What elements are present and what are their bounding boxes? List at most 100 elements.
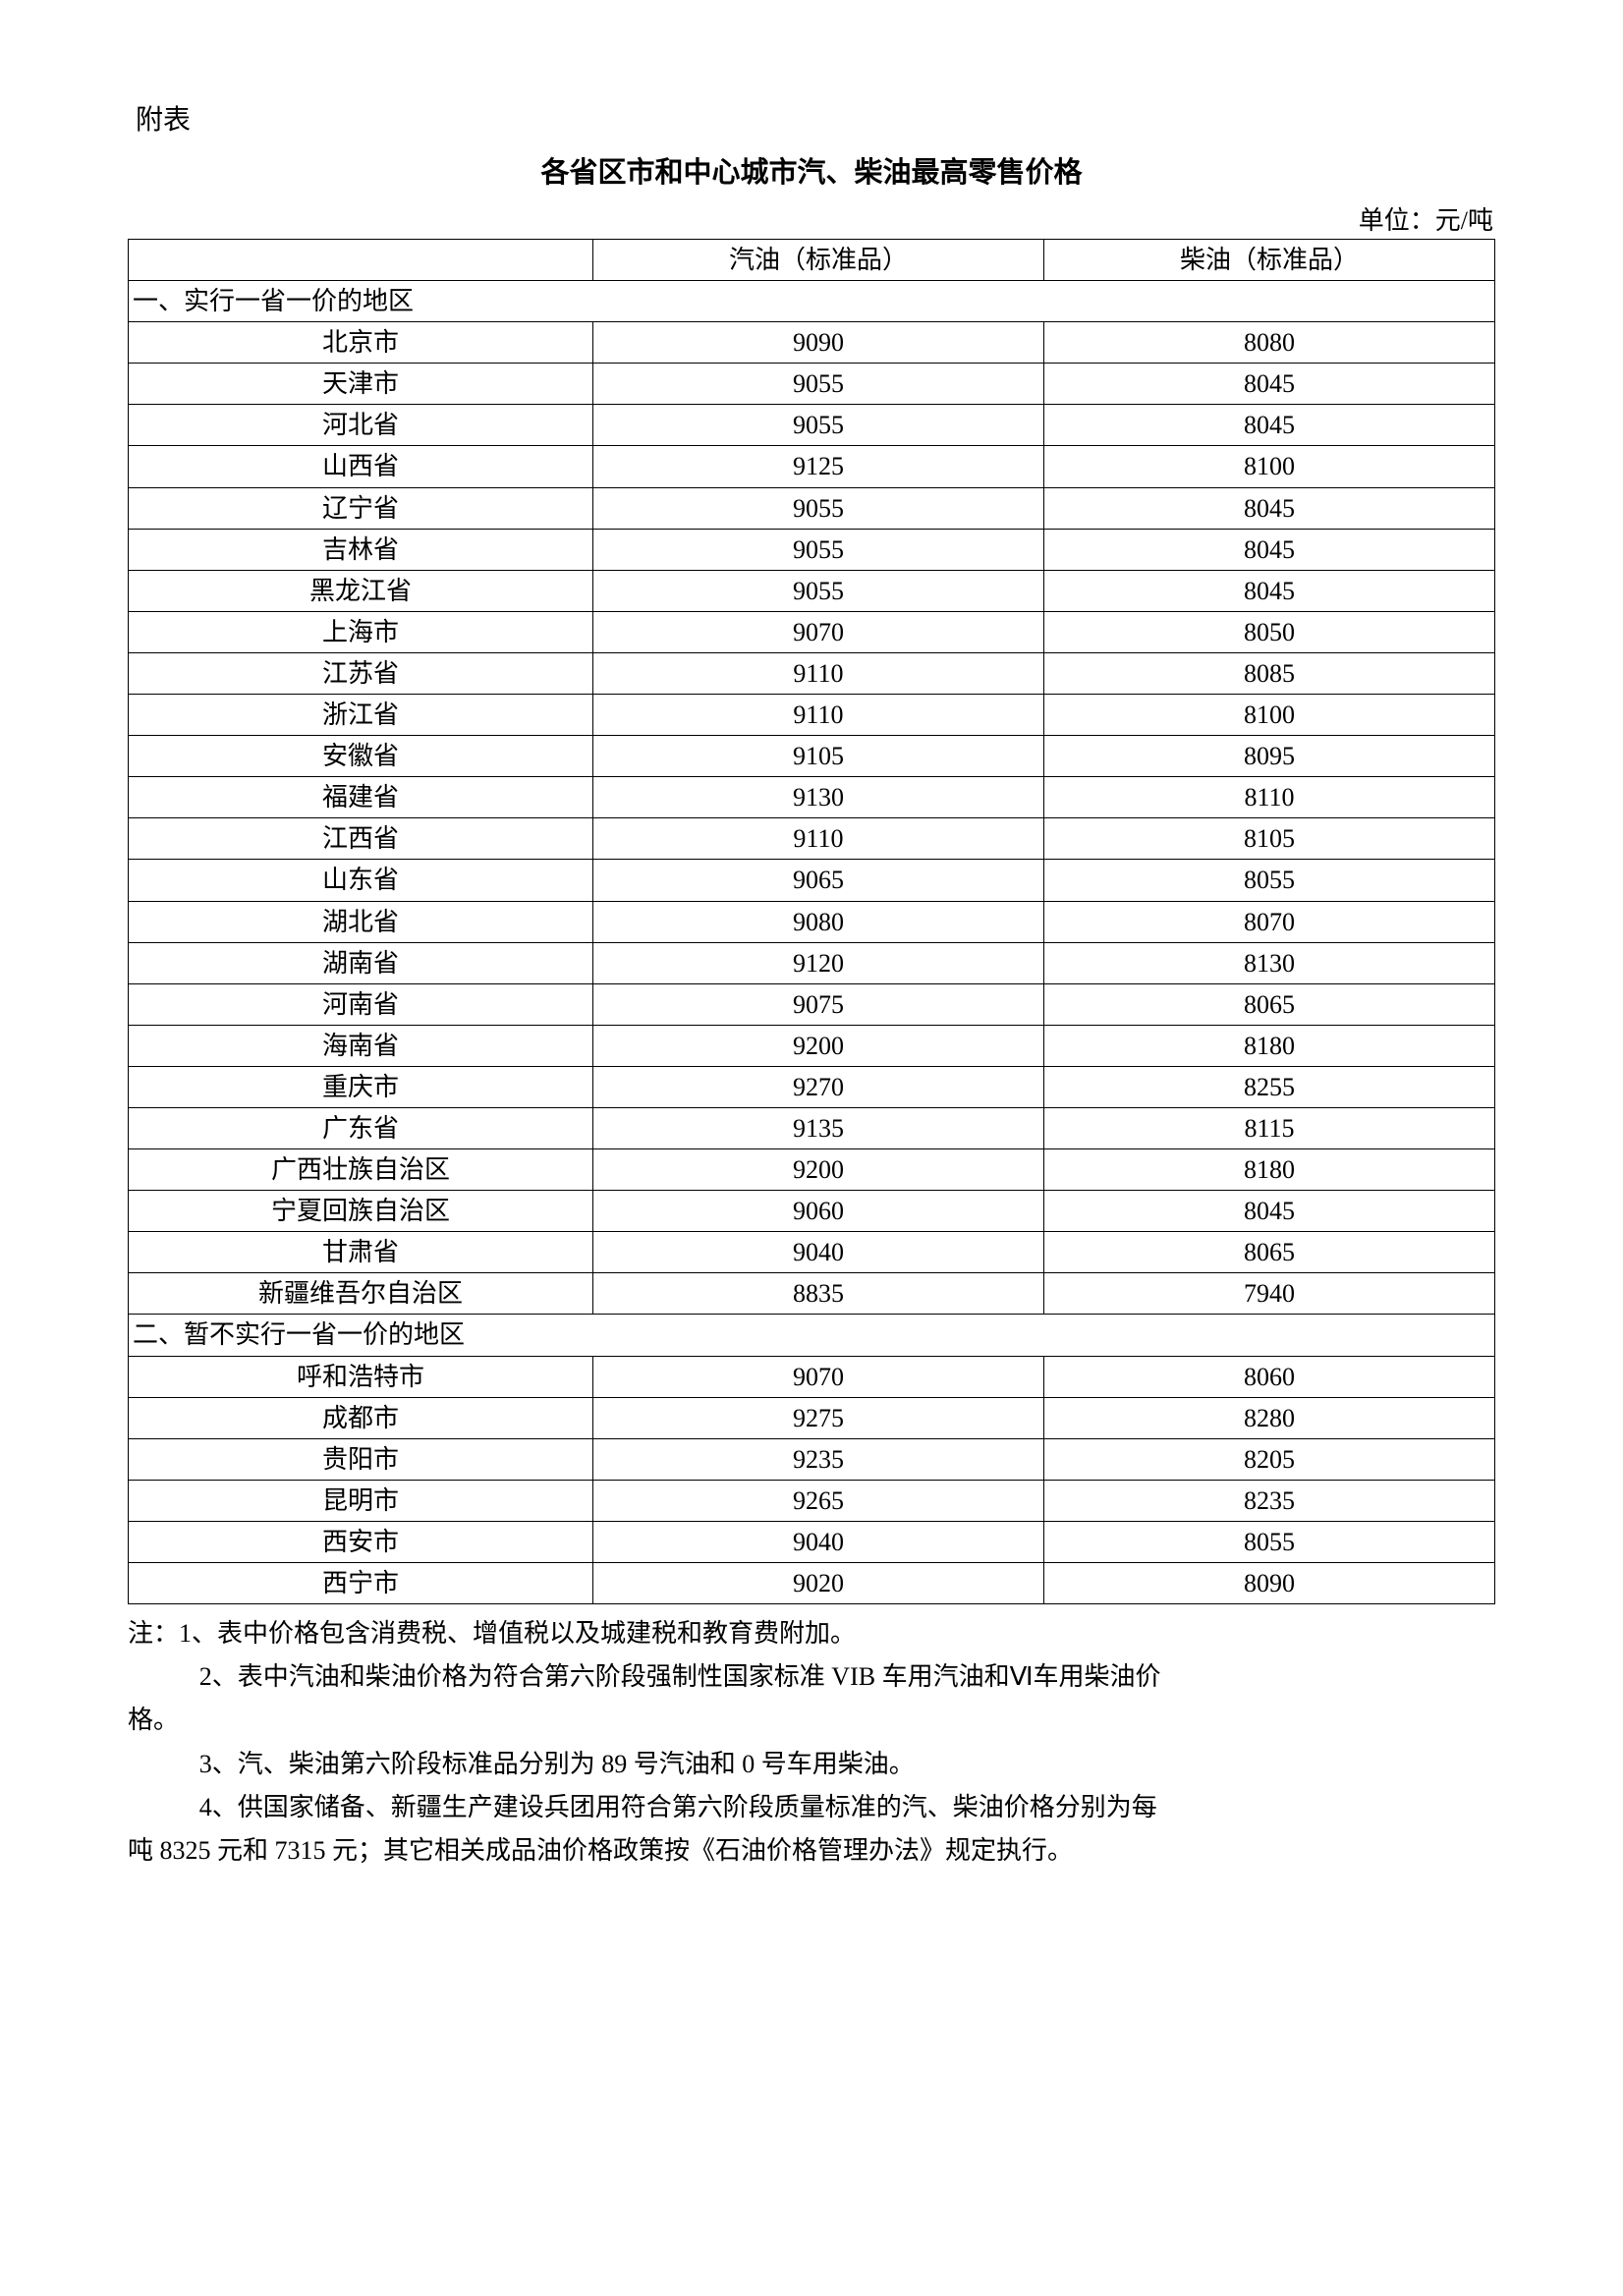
region-cell: 上海市 — [129, 611, 593, 652]
region-cell: 昆明市 — [129, 1480, 593, 1521]
header-diesel: 柴油（标准品） — [1043, 240, 1494, 281]
region-cell: 西安市 — [129, 1521, 593, 1562]
footnotes: 注：1、表中价格包含消费税、增值税以及城建税和教育费附加。 2、表中汽油和柴油价… — [128, 1612, 1495, 1873]
table-row: 西宁市90208090 — [129, 1563, 1495, 1604]
diesel-cell: 8205 — [1043, 1438, 1494, 1480]
table-row: 河北省90558045 — [129, 405, 1495, 446]
region-cell: 甘肃省 — [129, 1232, 593, 1273]
region-cell: 福建省 — [129, 777, 593, 818]
table-row: 湖南省91208130 — [129, 942, 1495, 983]
section2-heading-row: 二、暂不实行一省一价的地区 — [129, 1315, 1495, 1356]
region-cell: 天津市 — [129, 364, 593, 405]
diesel-cell: 8045 — [1043, 570, 1494, 611]
diesel-cell: 8045 — [1043, 487, 1494, 529]
table-row: 吉林省90558045 — [129, 529, 1495, 570]
note-2a: 2、表中汽油和柴油价格为符合第六阶段强制性国家标准 VIB 车用汽油和Ⅵ车用柴油… — [128, 1655, 1495, 1699]
region-cell: 西宁市 — [129, 1563, 593, 1604]
gasoline-cell: 9040 — [592, 1521, 1043, 1562]
section1-heading-row: 一、实行一省一价的地区 — [129, 281, 1495, 322]
gasoline-cell: 9125 — [592, 446, 1043, 487]
region-cell: 江苏省 — [129, 652, 593, 694]
table-row: 昆明市92658235 — [129, 1480, 1495, 1521]
gasoline-cell: 9075 — [592, 983, 1043, 1025]
gasoline-cell: 9110 — [592, 652, 1043, 694]
region-cell: 河南省 — [129, 983, 593, 1025]
note-4a: 4、供国家储备、新疆生产建设兵团用符合第六阶段质量标准的汽、柴油价格分别为每 — [128, 1786, 1495, 1829]
header-region — [129, 240, 593, 281]
region-cell: 湖北省 — [129, 901, 593, 942]
gasoline-cell: 9055 — [592, 487, 1043, 529]
note-2b: 格。 — [128, 1699, 1495, 1742]
table-header-row: 汽油（标准品） 柴油（标准品） — [129, 240, 1495, 281]
diesel-cell: 8180 — [1043, 1149, 1494, 1191]
diesel-cell: 8095 — [1043, 736, 1494, 777]
region-cell: 浙江省 — [129, 695, 593, 736]
table-row: 辽宁省90558045 — [129, 487, 1495, 529]
gasoline-cell: 9055 — [592, 570, 1043, 611]
gasoline-cell: 9055 — [592, 364, 1043, 405]
gasoline-cell: 9020 — [592, 1563, 1043, 1604]
gasoline-cell: 9120 — [592, 942, 1043, 983]
diesel-cell: 8180 — [1043, 1025, 1494, 1066]
gasoline-cell: 9275 — [592, 1397, 1043, 1438]
region-cell: 海南省 — [129, 1025, 593, 1066]
table-row: 江苏省91108085 — [129, 652, 1495, 694]
diesel-cell: 8085 — [1043, 652, 1494, 694]
diesel-cell: 8065 — [1043, 983, 1494, 1025]
attachment-label: 附表 — [128, 98, 1495, 138]
gasoline-cell: 9065 — [592, 860, 1043, 901]
table-row: 上海市90708050 — [129, 611, 1495, 652]
diesel-cell: 8235 — [1043, 1480, 1494, 1521]
section2-label: 二、暂不实行一省一价的地区 — [129, 1315, 1495, 1356]
gasoline-cell: 9105 — [592, 736, 1043, 777]
diesel-cell: 8065 — [1043, 1232, 1494, 1273]
diesel-cell: 8050 — [1043, 611, 1494, 652]
diesel-cell: 8070 — [1043, 901, 1494, 942]
table-row: 山西省91258100 — [129, 446, 1495, 487]
diesel-cell: 8055 — [1043, 1521, 1494, 1562]
table-row: 广西壮族自治区92008180 — [129, 1149, 1495, 1191]
unit-label: 单位：元/吨 — [128, 200, 1495, 237]
diesel-cell: 8100 — [1043, 446, 1494, 487]
diesel-cell: 8100 — [1043, 695, 1494, 736]
gasoline-cell: 9080 — [592, 901, 1043, 942]
region-cell: 贵阳市 — [129, 1438, 593, 1480]
region-cell: 湖南省 — [129, 942, 593, 983]
note-3: 3、汽、柴油第六阶段标准品分别为 89 号汽油和 0 号车用柴油。 — [128, 1743, 1495, 1786]
page-title: 各省区市和中心城市汽、柴油最高零售价格 — [128, 149, 1495, 191]
region-cell: 黑龙江省 — [129, 570, 593, 611]
diesel-cell: 8045 — [1043, 1191, 1494, 1232]
region-cell: 安徽省 — [129, 736, 593, 777]
region-cell: 河北省 — [129, 405, 593, 446]
table-row: 江西省91108105 — [129, 818, 1495, 860]
gasoline-cell: 9060 — [592, 1191, 1043, 1232]
table-row: 宁夏回族自治区90608045 — [129, 1191, 1495, 1232]
gasoline-cell: 9110 — [592, 695, 1043, 736]
region-cell: 宁夏回族自治区 — [129, 1191, 593, 1232]
gasoline-cell: 9055 — [592, 529, 1043, 570]
gasoline-cell: 9270 — [592, 1066, 1043, 1107]
region-cell: 北京市 — [129, 322, 593, 364]
diesel-cell: 8045 — [1043, 364, 1494, 405]
diesel-cell: 7940 — [1043, 1273, 1494, 1315]
note-4b: 吨 8325 元和 7315 元；其它相关成品油价格政策按《石油价格管理办法》规… — [128, 1829, 1495, 1873]
table-row: 浙江省91108100 — [129, 695, 1495, 736]
region-cell: 山西省 — [129, 446, 593, 487]
table-row: 新疆维吾尔自治区88357940 — [129, 1273, 1495, 1315]
table-row: 海南省92008180 — [129, 1025, 1495, 1066]
diesel-cell: 8045 — [1043, 405, 1494, 446]
gasoline-cell: 9040 — [592, 1232, 1043, 1273]
gasoline-cell: 9130 — [592, 777, 1043, 818]
price-table: 汽油（标准品） 柴油（标准品） 一、实行一省一价的地区 北京市90908080天… — [128, 239, 1495, 1604]
gasoline-cell: 9110 — [592, 818, 1043, 860]
gasoline-cell: 9200 — [592, 1149, 1043, 1191]
table-row: 重庆市92708255 — [129, 1066, 1495, 1107]
document-page: 附表 各省区市和中心城市汽、柴油最高零售价格 单位：元/吨 汽油（标准品） 柴油… — [0, 0, 1623, 2296]
gasoline-cell: 9090 — [592, 322, 1043, 364]
region-cell: 吉林省 — [129, 529, 593, 570]
diesel-cell: 8090 — [1043, 1563, 1494, 1604]
gasoline-cell: 9235 — [592, 1438, 1043, 1480]
gasoline-cell: 8835 — [592, 1273, 1043, 1315]
table-row: 北京市90908080 — [129, 322, 1495, 364]
diesel-cell: 8055 — [1043, 860, 1494, 901]
